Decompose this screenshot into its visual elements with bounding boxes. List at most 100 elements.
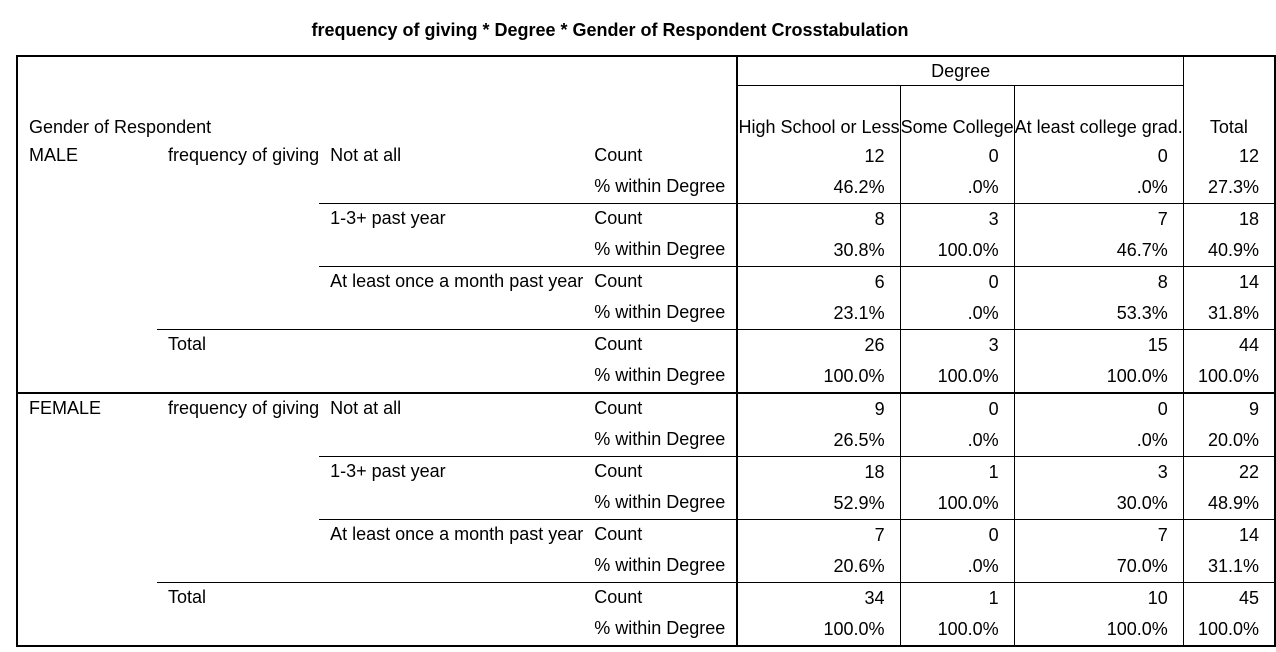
percent-cell: 53.3% <box>1013 298 1184 330</box>
degree-header: Degree <box>736 56 1184 86</box>
percent-label: % within Degree <box>594 176 726 196</box>
count-cell: 9 <box>1182 392 1275 425</box>
percent-cell: 46.7% <box>1013 235 1184 267</box>
percent-cell: 100.0% <box>1182 361 1275 393</box>
count-cell: 3 <box>899 329 1015 361</box>
crosstab-body: MALE frequency of giving Not at all Count 12… <box>17 141 1275 646</box>
count-cell: 22 <box>1182 456 1275 488</box>
count-cell: 1 <box>899 456 1015 488</box>
count-cell: 45 <box>1182 582 1275 614</box>
percent-label: % within Degree <box>594 239 726 259</box>
percent-label: % within Degree <box>594 492 726 512</box>
category-label: 1-3+ past year <box>319 456 584 520</box>
percent-cell: 30.0% <box>1013 488 1184 520</box>
table-row: At least once a month past year Count 6 0 8 1… <box>17 266 1275 330</box>
percent-label: % within Degree <box>594 618 726 638</box>
col-header-total: Total <box>1182 56 1275 141</box>
count-cell: 1 <box>899 582 1015 614</box>
percent-label: % within Degree <box>594 555 726 575</box>
count-cell: 12 <box>736 141 901 172</box>
count-cell: 0 <box>1013 141 1184 172</box>
category-label: At least once a month past year <box>319 519 584 583</box>
col-header-college-grad: At least college grad. <box>1013 85 1184 141</box>
gender-label: MALE <box>29 145 79 165</box>
percent-cell: .0% <box>1013 172 1184 204</box>
variable-label: frequency of giving <box>168 145 320 165</box>
percent-cell: .0% <box>899 298 1015 330</box>
count-cell: 14 <box>1182 266 1275 298</box>
table-row: % within Degree 30.8% 100.0% 46.7% 40.9% <box>17 235 1275 267</box>
table-row: % within Degree 20.6% .0% 70.0% 31.1% <box>17 551 1275 583</box>
percent-cell: 40.9% <box>1182 235 1275 267</box>
table-row: % within Degree 26.5% .0% .0% 20.0% <box>17 425 1275 457</box>
count-cell: 18 <box>736 456 901 488</box>
percent-cell: 26.5% <box>736 425 901 457</box>
percent-cell: 100.0% <box>899 488 1015 520</box>
category-label: Not at all <box>330 145 402 165</box>
count-label: Count <box>583 266 738 298</box>
table-row: Total Count 26 3 15 44 <box>17 329 1275 393</box>
percent-cell: 31.1% <box>1182 551 1275 583</box>
count-cell: 0 <box>1013 392 1184 425</box>
table-row: % within Degree 52.9% 100.0% 30.0% 48.9% <box>17 488 1275 520</box>
table-row: % within Degree 46.2% .0% .0% 27.3% <box>17 172 1275 204</box>
percent-label: % within Degree <box>594 365 726 385</box>
total-label: Total <box>157 329 320 393</box>
count-label: Count <box>583 203 738 235</box>
count-cell: 0 <box>899 392 1015 425</box>
percent-cell: 52.9% <box>736 488 901 520</box>
count-cell: 9 <box>736 392 901 425</box>
count-cell: 34 <box>736 582 901 614</box>
count-cell: 26 <box>736 329 901 361</box>
count-cell: 7 <box>1013 203 1184 235</box>
percent-cell: 31.8% <box>1182 298 1275 330</box>
count-cell: 12 <box>1182 141 1275 172</box>
table-row: % within Degree 23.1% .0% 53.3% 31.8% <box>17 298 1275 330</box>
count-label: Count <box>583 392 738 425</box>
table-row: FEMALE frequency of giving Not at all Count… <box>17 392 1275 646</box>
variable-label: frequency of giving <box>157 392 320 583</box>
category-label: Not at all <box>319 392 584 457</box>
table-row: 1-3+ past year Count 8 3 7 18 <box>17 203 1275 267</box>
count-cell: 10 <box>1013 582 1184 614</box>
count-cell: 7 <box>1013 519 1184 551</box>
total-label: Total <box>157 582 320 646</box>
count-cell: 15 <box>1013 329 1184 361</box>
percent-cell: 48.9% <box>1182 488 1275 520</box>
percent-cell: .0% <box>899 172 1015 204</box>
crosstab-table: Gender of Respondent Degree Total High S… <box>16 55 1276 647</box>
count-cell: 8 <box>736 203 901 235</box>
percent-cell: 20.6% <box>736 551 901 583</box>
percent-label: % within Degree <box>594 302 726 322</box>
count-cell: 6 <box>736 266 901 298</box>
count-label: Count <box>583 519 738 551</box>
percent-cell: 30.8% <box>736 235 901 267</box>
count-cell: 3 <box>1013 456 1184 488</box>
table-row: % within Degree 100.0% 100.0% 100.0% 100.0% <box>17 614 1275 646</box>
count-cell: 7 <box>736 519 901 551</box>
table-row: 1-3+ past year Count 18 1 3 22 <box>17 456 1275 520</box>
table-title: frequency of giving * Degree * Gender of… <box>311 20 909 40</box>
percent-cell: 100.0% <box>1182 614 1275 646</box>
table-row: MALE frequency of giving Not at all Count 12… <box>17 141 1275 172</box>
percent-cell: 27.3% <box>1182 172 1275 204</box>
table-row: At least once a month past year Count 7 0 7 1… <box>17 519 1275 583</box>
percent-cell: 100.0% <box>899 235 1015 267</box>
percent-cell: 100.0% <box>899 361 1015 393</box>
percent-cell: 20.0% <box>1182 425 1275 457</box>
percent-cell: 100.0% <box>736 614 901 646</box>
count-cell: 44 <box>1182 329 1275 361</box>
percent-cell: 23.1% <box>736 298 901 330</box>
total-spacer <box>319 582 584 646</box>
table-row: % within Degree 100.0% 100.0% 100.0% 100.0% <box>17 361 1275 393</box>
percent-cell: 100.0% <box>899 614 1015 646</box>
table-row: Total Count 34 1 10 45 <box>17 582 1275 646</box>
count-cell: 8 <box>1013 266 1184 298</box>
count-label: Count <box>583 582 738 614</box>
category-label: 1-3+ past year <box>319 203 584 267</box>
percent-cell: 100.0% <box>736 361 901 393</box>
percent-label: % within Degree <box>594 429 726 449</box>
col-header-some-college: Some College <box>899 85 1015 141</box>
row-header-label: Gender of Respondent <box>29 117 212 137</box>
percent-cell: 100.0% <box>1013 361 1184 393</box>
